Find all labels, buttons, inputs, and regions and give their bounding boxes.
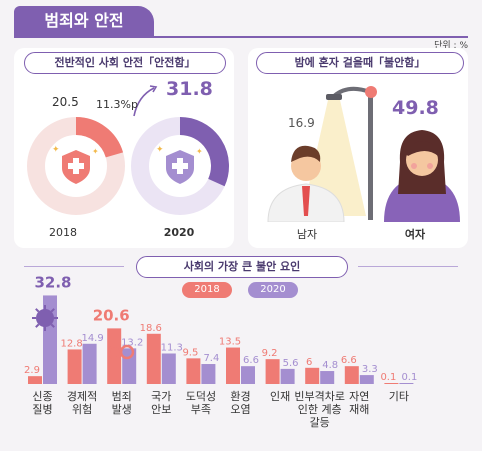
male-value: 16.9 xyxy=(288,116,315,130)
category-label: 안보 xyxy=(151,403,171,416)
category-label: 갈등 xyxy=(310,415,330,429)
category-label: 재해 xyxy=(349,402,369,416)
category-label: 발생 xyxy=(112,403,132,416)
value-2018: 20.5 xyxy=(52,95,79,109)
night-walk-illustration xyxy=(267,86,460,222)
bar-value-label: 7.4 xyxy=(203,353,219,364)
bar-2018 xyxy=(67,349,82,384)
category-label: 자연 xyxy=(349,390,369,403)
bar-value-label: 6 xyxy=(306,357,312,368)
title-underline xyxy=(14,36,468,38)
category-label: 위험 xyxy=(72,403,92,416)
bar-2020 xyxy=(201,364,216,384)
bar-value-label: 2.9 xyxy=(24,365,40,376)
svg-text:✦: ✦ xyxy=(196,147,203,156)
category-label: 질병 xyxy=(32,403,52,416)
handcuffs-icon xyxy=(107,344,135,360)
category-label: 부족 xyxy=(191,403,211,416)
man-icon xyxy=(267,145,345,222)
category-label: 도덕성 xyxy=(186,390,216,403)
bar-2018 xyxy=(226,347,240,384)
bar-2018 xyxy=(28,376,42,384)
bar-2018 xyxy=(384,383,399,384)
overall-safety-pill: 전반적인 사회 안전「안전함」 xyxy=(24,52,226,74)
bar-2018 xyxy=(186,358,201,384)
svg-text:✦: ✦ xyxy=(52,145,60,155)
bar-value-label: 6.6 xyxy=(243,355,259,366)
woman-icon xyxy=(384,130,460,222)
bar-value-label: 5.6 xyxy=(283,358,299,369)
bar-2018 xyxy=(265,359,280,384)
bar-2020 xyxy=(399,383,414,384)
bar-value-label: 9.2 xyxy=(262,348,278,359)
bar-value-label: 0.1 xyxy=(380,372,396,383)
overall-safety-donuts: ✦ ✦ ✦ ✦ xyxy=(27,85,229,215)
male-label: 남자 xyxy=(296,228,318,241)
bar-2018 xyxy=(305,367,320,384)
bar-value-label: 0.1 xyxy=(401,372,417,383)
bar-value-label: 11.3 xyxy=(161,342,183,353)
street-lamp-icon xyxy=(326,94,342,100)
bar-value-label: 12.8 xyxy=(60,338,82,349)
factors-pill: 사회의 가장 큰 불안 요인 xyxy=(136,256,348,278)
category-label: 빈부격차로 xyxy=(294,390,345,403)
bar-value-label: 13.2 xyxy=(121,337,143,348)
donut-2020 xyxy=(131,117,229,215)
night-walk-pill: 밤에 혼자 걸을때「불안함」 xyxy=(256,52,464,74)
increase-arrow-icon xyxy=(133,87,155,117)
category-label: 국가 xyxy=(151,390,171,403)
bar-value-label: 9.5 xyxy=(182,347,198,358)
bar-value-label: 20.6 xyxy=(93,306,130,324)
category-label: 범죄 xyxy=(112,390,132,403)
bar-2020 xyxy=(280,368,295,384)
year-2018-label: 2018 xyxy=(49,226,77,239)
bar-value-label: 14.9 xyxy=(81,333,103,344)
bar-2020 xyxy=(359,375,374,384)
category-label: 기타 xyxy=(389,390,409,403)
category-label: 환경 xyxy=(230,390,250,403)
shield-icon: ✦ ✦ xyxy=(156,145,203,184)
female-label: 여자 xyxy=(404,228,426,241)
bar-2020 xyxy=(122,348,137,384)
female-value: 49.8 xyxy=(392,97,439,119)
bar-2020 xyxy=(161,353,176,384)
bar-2018 xyxy=(344,366,359,384)
category-label: 인한 계층 xyxy=(298,403,342,416)
bar-value-label: 4.8 xyxy=(322,360,338,371)
category-label: 경제적 xyxy=(67,390,97,403)
year-2020-label: 2020 xyxy=(163,226,195,239)
bar-value-label: 32.8 xyxy=(34,273,71,291)
bar-value-label: 3.3 xyxy=(362,364,378,375)
factors-divider-left xyxy=(24,266,124,267)
section-title: 범죄와 안전 xyxy=(14,6,154,36)
bar-2020 xyxy=(241,366,255,384)
bar-2018 xyxy=(107,328,122,384)
bar-2020 xyxy=(82,343,97,384)
category-label: 인재 xyxy=(270,390,290,403)
unit-label: 단위 : % xyxy=(434,41,468,51)
factors-divider-right xyxy=(358,266,458,267)
svg-text:✦: ✦ xyxy=(156,145,164,155)
change-label: 11.3%p xyxy=(96,98,138,111)
bar-2020 xyxy=(320,371,335,384)
value-2020: 31.8 xyxy=(166,78,213,100)
bar-value-label: 13.5 xyxy=(219,337,241,348)
bar-2018 xyxy=(146,333,161,384)
virus-icon xyxy=(32,305,58,331)
shield-icon: ✦ ✦ xyxy=(52,145,99,184)
legend-2018: 2018 xyxy=(182,282,232,298)
legend-2020: 2020 xyxy=(248,282,298,298)
bar-value-label: 18.6 xyxy=(140,323,162,334)
bar-value-label: 6.6 xyxy=(341,355,357,366)
category-label: 오염 xyxy=(230,403,250,416)
svg-text:✦: ✦ xyxy=(92,147,99,156)
category-label: 신종 xyxy=(32,390,52,403)
